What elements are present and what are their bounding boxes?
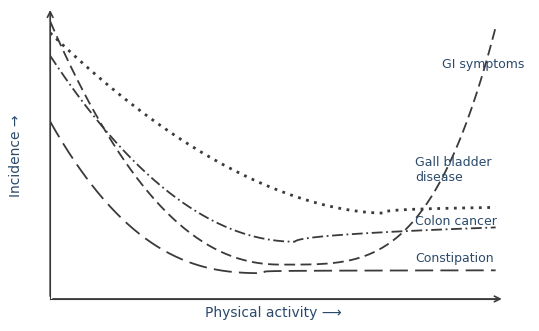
Text: Colon cancer: Colon cancer	[416, 215, 497, 228]
Text: GI symptoms: GI symptoms	[442, 58, 524, 71]
Y-axis label: Incidence →: Incidence →	[10, 115, 24, 197]
Text: Constipation: Constipation	[416, 253, 494, 265]
X-axis label: Physical activity ⟶: Physical activity ⟶	[205, 306, 341, 320]
Text: Gall bladder
disease: Gall bladder disease	[416, 156, 492, 184]
